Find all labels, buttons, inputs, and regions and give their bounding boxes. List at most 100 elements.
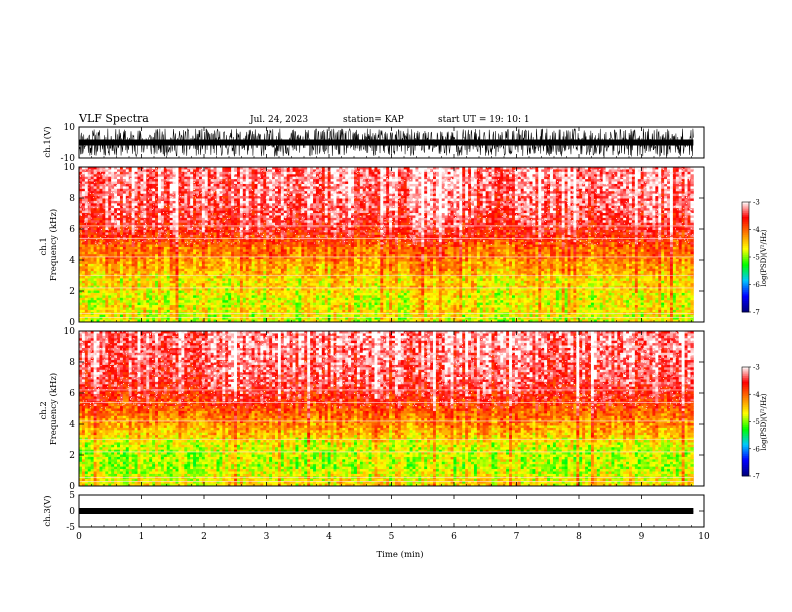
- psd-cell: [88, 281, 91, 284]
- psd-cell: [117, 295, 120, 298]
- psd-cell: [102, 225, 105, 228]
- psd-cell: [99, 232, 102, 235]
- psd-cell: [132, 307, 135, 310]
- psd-cell: [126, 269, 129, 272]
- psd-cell: [85, 298, 88, 301]
- psd-cell: [111, 237, 114, 240]
- psd-cell: [126, 174, 129, 177]
- psd-cell: [85, 194, 88, 197]
- psd-cell: [129, 232, 132, 235]
- psd-cell: [99, 179, 102, 182]
- psd-cell: [123, 184, 126, 187]
- psd-cell: [108, 293, 111, 296]
- psd-cell: [132, 196, 135, 199]
- psd-cell: [135, 249, 138, 252]
- psd-cell: [82, 303, 85, 306]
- psd-cell: [114, 213, 117, 216]
- psd-cell: [105, 252, 108, 255]
- psd-cell: [88, 274, 91, 277]
- psd-cell: [85, 283, 88, 286]
- psd-cell: [94, 184, 97, 187]
- psd-cell: [97, 264, 100, 267]
- psd-cell: [102, 211, 105, 214]
- psd-cell: [132, 303, 135, 306]
- psd-cell: [105, 307, 108, 310]
- psd-cell: [135, 266, 138, 269]
- psd-cell: [129, 230, 132, 233]
- psd-cell: [135, 247, 138, 250]
- psd-cell: [120, 220, 123, 223]
- psd-cell: [102, 252, 105, 255]
- psd-cell: [114, 245, 117, 248]
- psd-cell: [82, 223, 85, 226]
- psd-cell: [94, 179, 97, 182]
- psd-cell: [105, 213, 108, 216]
- psd-cell: [114, 211, 117, 214]
- psd-cell: [135, 291, 138, 294]
- psd-cell: [88, 194, 91, 197]
- psd-cell: [85, 230, 88, 233]
- psd-cell: [123, 269, 126, 272]
- psd-cell: [91, 182, 94, 185]
- psd-cell: [120, 223, 123, 226]
- psd-cell: [82, 252, 85, 255]
- psd-cell: [108, 303, 111, 306]
- psd-cell: [88, 232, 91, 235]
- psd-cell: [120, 186, 123, 189]
- psd-cell: [102, 288, 105, 291]
- psd-cell: [123, 303, 126, 306]
- psd-cell: [126, 172, 129, 175]
- psd-cell: [94, 298, 97, 301]
- psd-cell: [123, 240, 126, 243]
- psd-cell: [105, 259, 108, 262]
- psd-cell: [105, 245, 108, 248]
- psd-cell: [94, 281, 97, 284]
- psd-cell: [114, 177, 117, 180]
- psd-cell: [135, 218, 138, 221]
- psd-cell: [99, 274, 102, 277]
- psd-cell: [111, 247, 114, 250]
- psd-cell: [120, 278, 123, 281]
- psd-cell: [114, 307, 117, 310]
- psd-cell: [111, 254, 114, 257]
- psd-cell: [123, 242, 126, 245]
- psd-cell: [91, 184, 94, 187]
- psd-cell: [132, 271, 135, 274]
- psd-cell: [129, 220, 132, 223]
- psd-cell: [108, 310, 111, 313]
- psd-cell: [105, 293, 108, 296]
- psd-cell: [129, 189, 132, 192]
- psd-cell: [94, 218, 97, 221]
- psd-cell: [102, 186, 105, 189]
- psd-cell: [102, 228, 105, 231]
- psd-cell: [108, 245, 111, 248]
- psd-cell: [105, 186, 108, 189]
- psd-cell: [114, 303, 117, 306]
- psd-cell: [117, 235, 120, 238]
- psd-cell: [117, 228, 120, 231]
- psd-cell: [123, 215, 126, 218]
- psd-cell: [82, 307, 85, 310]
- psd-cell: [129, 307, 132, 310]
- psd-cell: [105, 201, 108, 204]
- psd-cell: [85, 220, 88, 223]
- psd-cell: [114, 186, 117, 189]
- psd-cell: [120, 249, 123, 252]
- psd-cell: [123, 300, 126, 303]
- psd-cell: [82, 269, 85, 272]
- psd-cell: [82, 235, 85, 238]
- psd-cell: [132, 218, 135, 221]
- psd-cell: [126, 305, 129, 308]
- psd-cell: [102, 232, 105, 235]
- psd-cell: [108, 305, 111, 308]
- psd-cell: [105, 261, 108, 264]
- psd-cell: [117, 223, 120, 226]
- psd-cell: [132, 281, 135, 284]
- psd-cell: [85, 213, 88, 216]
- psd-cell: [94, 295, 97, 298]
- psd-cell: [85, 266, 88, 269]
- psd-cell: [120, 259, 123, 262]
- psd-cell: [129, 300, 132, 303]
- psd-cell: [123, 293, 126, 296]
- psd-cell: [94, 169, 97, 172]
